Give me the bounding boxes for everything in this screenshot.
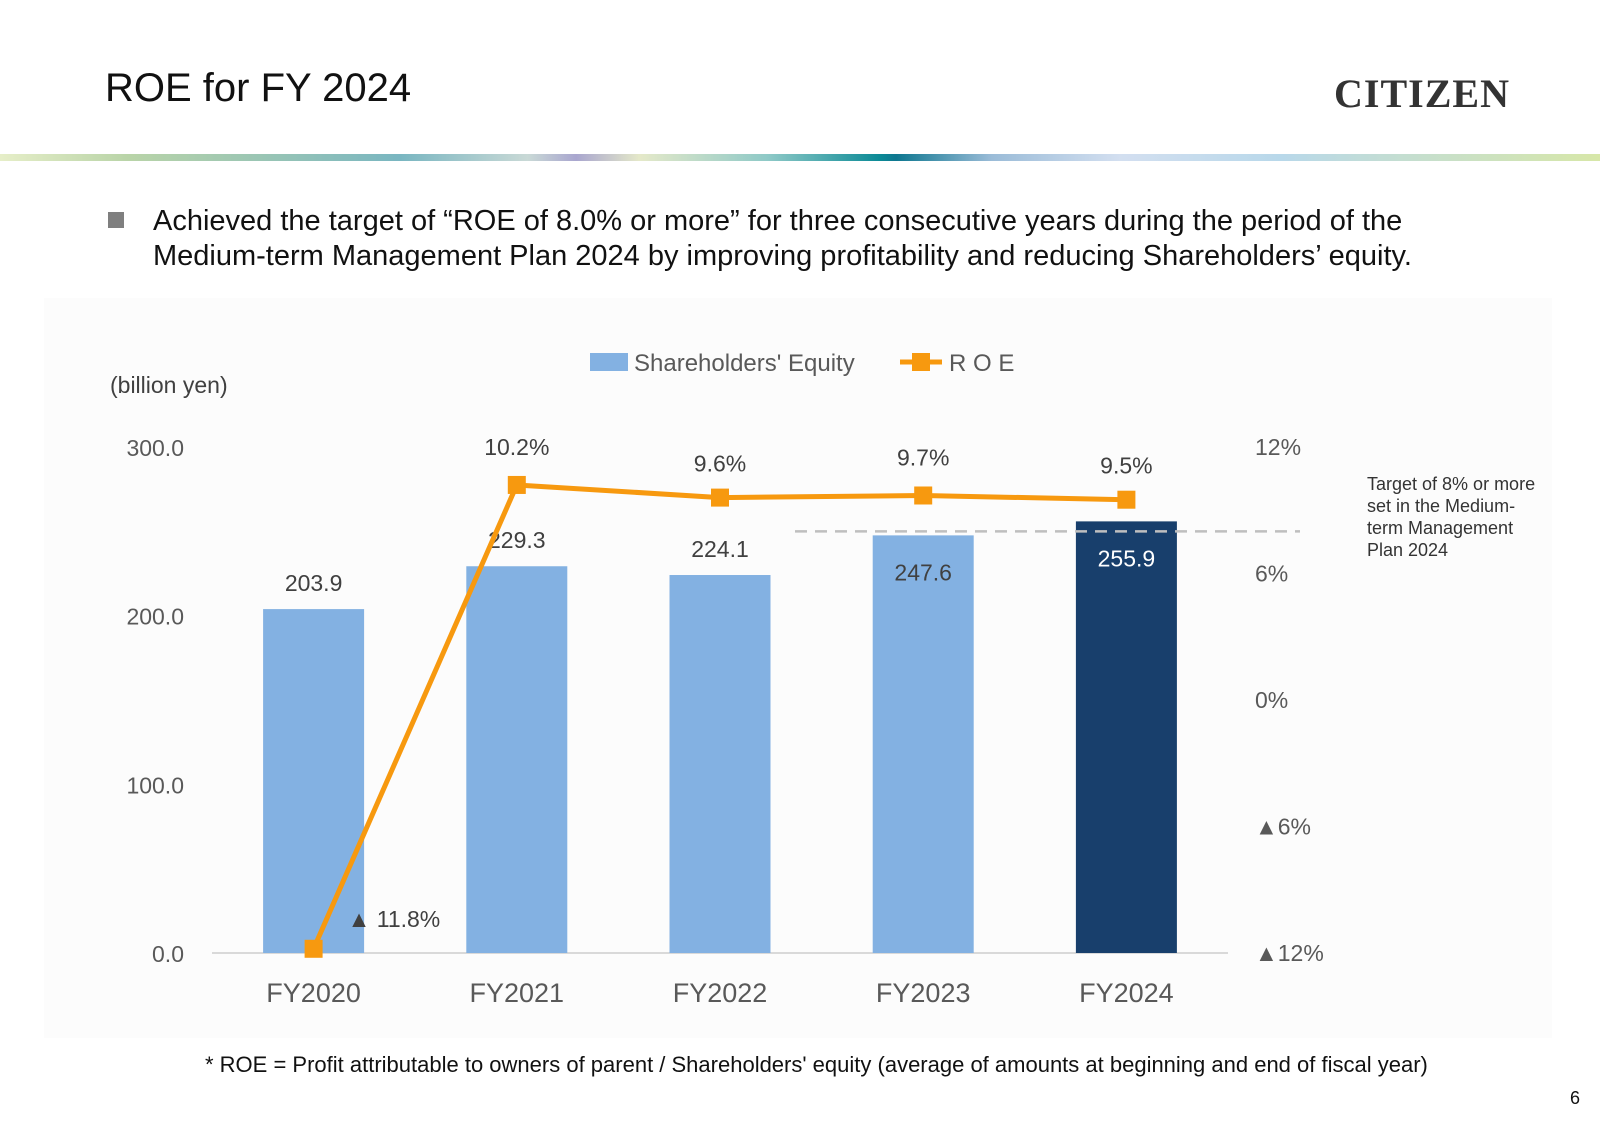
right-axis-tick-label: 6% bbox=[1255, 561, 1288, 587]
roe-value-label: 9.6% bbox=[694, 451, 746, 477]
equity-value-label: 247.6 bbox=[894, 559, 952, 585]
equity-bar-fy2022 bbox=[669, 575, 771, 953]
page-number: 6 bbox=[1569, 1088, 1580, 1108]
legend-roe-label: R O E bbox=[949, 350, 1014, 377]
category-label-fy2020: FY2020 bbox=[266, 978, 361, 1008]
roe-value-label: ▲ 11.8% bbox=[348, 906, 441, 932]
bullet-square-icon bbox=[108, 212, 124, 228]
roe-value-label: 9.7% bbox=[897, 444, 949, 470]
target-label-line: Plan 2024 bbox=[1367, 540, 1448, 560]
left-axis-unit-label: (billion yen) bbox=[110, 372, 228, 398]
target-label-line: Target of 8% or more bbox=[1367, 474, 1535, 494]
equity-bar-fy2023 bbox=[872, 535, 974, 953]
left-axis-tick-label: 100.0 bbox=[126, 772, 184, 798]
roe-definition-footnote: * ROE = Profit attributable to owners of… bbox=[205, 1052, 1428, 1077]
roe-value-label: 9.5% bbox=[1100, 453, 1152, 479]
right-axis-tick-label: 12% bbox=[1255, 434, 1301, 460]
category-label-fy2023: FY2023 bbox=[876, 978, 971, 1008]
roe-marker-fy2020 bbox=[304, 939, 323, 958]
left-axis-tick-label: 300.0 bbox=[126, 435, 184, 461]
legend-equity-label: Shareholders' Equity bbox=[634, 350, 855, 377]
target-label-line: term Management bbox=[1367, 518, 1513, 538]
equity-value-label: 203.9 bbox=[285, 570, 343, 596]
category-label-fy2022: FY2022 bbox=[673, 978, 768, 1008]
right-axis-tick-label: ▲6% bbox=[1255, 814, 1311, 840]
equity-bar-fy2021 bbox=[466, 566, 568, 953]
roe-marker-fy2022 bbox=[711, 488, 729, 507]
roe-marker-fy2021 bbox=[507, 475, 526, 494]
category-label-fy2024: FY2024 bbox=[1079, 978, 1174, 1008]
roe-marker-fy2023 bbox=[914, 486, 933, 505]
roe-marker-fy2024 bbox=[1117, 490, 1136, 509]
decorative-color-band bbox=[0, 154, 1600, 161]
target-label-line: set in the Medium- bbox=[1367, 496, 1515, 516]
summary-bullet-text: Achieved the target of “ROE of 8.0% or m… bbox=[153, 205, 1412, 272]
right-axis-tick-label: ▲12% bbox=[1255, 940, 1324, 966]
equity-value-label: 255.9 bbox=[1098, 545, 1156, 571]
left-axis-tick-label: 0.0 bbox=[152, 941, 184, 967]
citizen-logo: CITIZEN bbox=[1334, 71, 1510, 116]
equity-bar-fy2024 bbox=[1075, 521, 1177, 953]
legend-roe-marker bbox=[912, 353, 930, 371]
roe-value-label: 10.2% bbox=[484, 434, 549, 460]
right-axis-tick-label: 0% bbox=[1255, 687, 1288, 713]
equity-bar-fy2020 bbox=[263, 609, 365, 953]
left-axis-tick-label: 200.0 bbox=[126, 604, 184, 630]
legend-equity-swatch bbox=[590, 353, 628, 371]
category-label-fy2021: FY2021 bbox=[470, 978, 565, 1008]
equity-value-label: 224.1 bbox=[691, 536, 749, 562]
page-title: ROE for FY 2024 bbox=[105, 66, 412, 110]
